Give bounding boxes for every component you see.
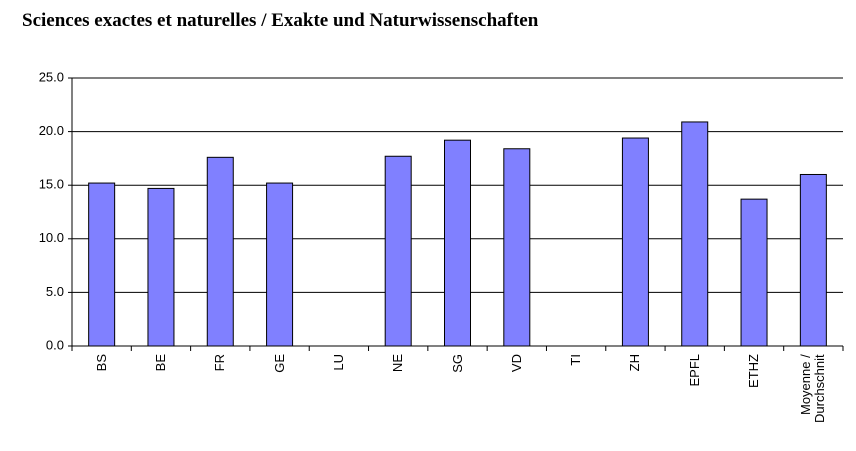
x-tick-label: ETHZ [746,354,762,388]
y-tick-label: 5.0 [46,284,64,299]
x-tick-label: TI [568,354,584,366]
bar [740,198,768,347]
chart-title: Sciences exactes et naturelles / Exakte … [22,10,539,31]
y-tick-label: 10.0 [39,230,64,245]
bar [266,182,294,347]
y-tick-label: 0.0 [46,337,64,352]
x-tick-label: FR [212,354,228,372]
x-tick-label: BE [152,354,168,372]
bar [621,137,649,347]
y-tick-label: 25.0 [39,69,64,84]
x-tick-label: EPFL [686,354,702,387]
y-tick-label: 15.0 [39,177,64,192]
x-tick-label: ZH [627,354,643,372]
x-tick-label: GE [271,354,287,373]
x-tick-label: NE [390,354,406,373]
x-tick-label: LU [330,354,346,371]
bar [444,139,471,347]
bar [88,182,116,347]
bar [799,173,827,347]
x-tick-label: Moyenne / Durchschnit [798,354,828,423]
x-tick-label: SG [449,354,465,373]
y-tick-label: 20.0 [39,123,64,138]
bar [147,187,175,347]
bar [206,156,234,347]
bar [681,121,709,347]
x-tick-label: VD [508,354,524,373]
bar [503,148,531,347]
bar [384,155,412,347]
x-tick-label: BS [93,354,109,372]
